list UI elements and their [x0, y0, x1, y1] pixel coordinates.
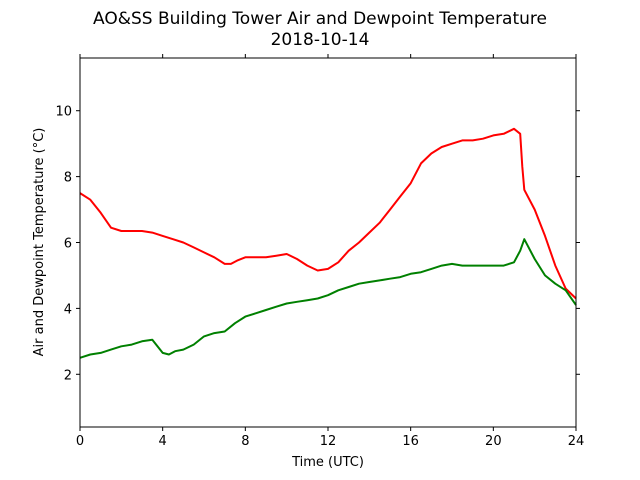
- x-tick-label: 4: [159, 434, 167, 449]
- x-tick-label: 8: [241, 434, 249, 449]
- y-tick-label: 2: [64, 368, 72, 383]
- x-tick-label: 12: [320, 434, 337, 449]
- plot-frame: [79, 57, 577, 428]
- chart-title: AO&SS Building Tower Air and Dewpoint Te…: [93, 9, 547, 29]
- y-axis-label: Air and Dewpoint Temperature (°C): [32, 128, 47, 357]
- y-tick-label: 8: [64, 171, 72, 186]
- y-tick-label: 10: [55, 105, 72, 120]
- y-tick-label: 4: [64, 302, 72, 317]
- x-tick-label: 0: [76, 434, 84, 449]
- x-tick-label: 24: [568, 434, 585, 449]
- series-line-1: [79, 127, 577, 300]
- x-tick-label: 16: [402, 434, 419, 449]
- chart-subtitle: 2018-10-14: [271, 30, 370, 50]
- x-tick-label: 20: [485, 434, 502, 449]
- series-line-2: [79, 238, 577, 359]
- y-tick-label: 6: [64, 237, 72, 252]
- x-axis-label: Time (UTC): [291, 455, 364, 470]
